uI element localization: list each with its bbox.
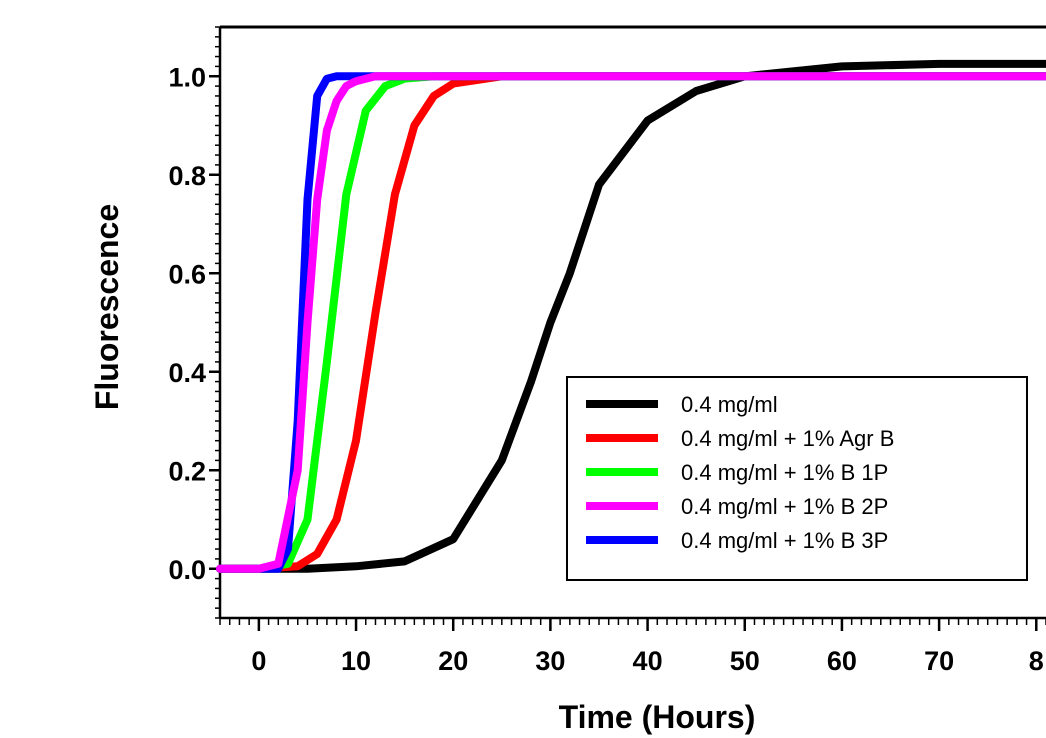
x-tick-label: 50 — [730, 646, 760, 676]
legend-label: 0.4 mg/ml — [681, 392, 778, 417]
y-tick-label: 0.8 — [168, 161, 206, 191]
y-tick-label: 0.4 — [168, 358, 206, 388]
x-tick-label: 10 — [341, 646, 371, 676]
x-tick-label: 30 — [535, 646, 565, 676]
legend: 0.4 mg/ml 0.4 mg/ml + 1% Agr B 0.4 mg/ml +… — [566, 376, 1028, 581]
legend-label: 0.4 mg/ml + 1% B 3P — [681, 528, 888, 553]
y-tick-label: 0.2 — [168, 456, 206, 486]
legend-label: 0.4 mg/ml + 1% Agr B — [681, 426, 894, 451]
x-tick-label: 40 — [633, 646, 663, 676]
y-tick-label: 0.0 — [168, 555, 206, 585]
y-tick-label: 1.0 — [168, 62, 206, 92]
y-tick-label: 0.6 — [168, 259, 206, 289]
legend-items: 0.4 mg/ml 0.4 mg/ml + 1% Agr B 0.4 mg/ml +… — [586, 392, 894, 553]
x-tick-label: 70 — [924, 646, 954, 676]
x-tick-label: 8 — [1029, 646, 1044, 676]
y-axis-title: Fluorescence — [89, 204, 125, 410]
x-tick-label: 0 — [251, 646, 266, 676]
x-tick-label: 20 — [438, 646, 468, 676]
x-axis-title: Time (Hours) — [559, 699, 756, 735]
axes: 0.0 0.2 0.4 0.6 0.8 1.0 0 10 20 30 40 50 60 70 8 — [168, 25, 1046, 676]
series-lines — [216, 59, 1046, 573]
series-line — [216, 72, 1046, 573]
legend-label: 0.4 mg/ml + 1% B 1P — [681, 460, 888, 485]
x-tick-label: 60 — [827, 646, 857, 676]
legend-box — [566, 376, 1028, 581]
legend-label: 0.4 mg/ml + 1% B 2P — [681, 494, 888, 519]
